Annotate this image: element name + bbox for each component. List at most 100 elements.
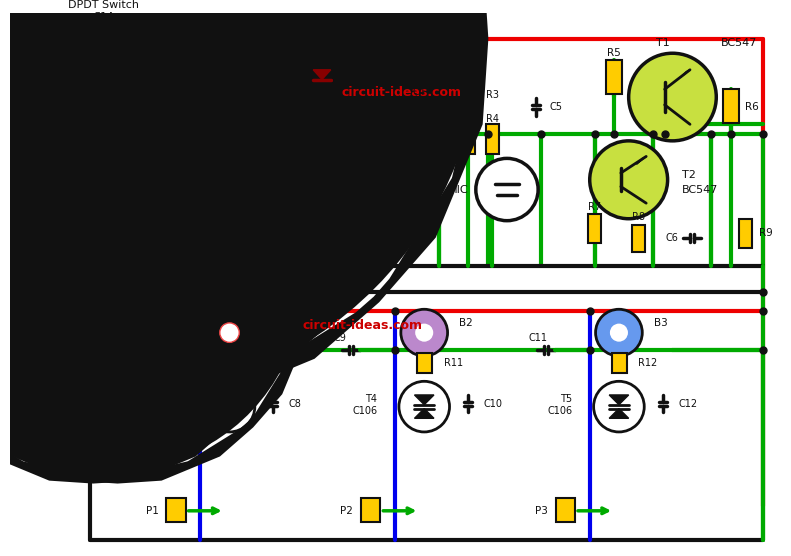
Text: C5: C5	[550, 102, 563, 112]
Text: Fuse 2: Fuse 2	[220, 105, 253, 115]
Polygon shape	[220, 395, 239, 405]
Text: C12: C12	[679, 399, 698, 409]
Text: R6: R6	[745, 102, 759, 112]
Text: DPDT Switch: DPDT Switch	[69, 0, 139, 9]
Circle shape	[414, 323, 434, 342]
Text: R8: R8	[632, 212, 645, 222]
Circle shape	[476, 158, 538, 221]
Text: AC: AC	[18, 87, 33, 97]
Text: T1: T1	[656, 38, 670, 48]
Text: T4: T4	[365, 394, 377, 404]
Text: B2: B2	[460, 318, 473, 328]
Bar	[631, 225, 645, 252]
Text: D1: D1	[293, 70, 308, 80]
Text: R2: R2	[461, 115, 475, 125]
Text: MIC: MIC	[448, 185, 468, 195]
Circle shape	[206, 309, 253, 356]
Text: R10: R10	[249, 358, 268, 368]
Bar	[461, 125, 475, 153]
Circle shape	[87, 34, 95, 42]
Text: C9: C9	[334, 334, 346, 344]
Text: C106: C106	[547, 406, 572, 416]
Text: C2: C2	[245, 116, 259, 126]
Text: C1: C1	[130, 175, 144, 185]
Bar	[186, 100, 215, 120]
Circle shape	[25, 32, 39, 46]
Bar	[166, 498, 186, 523]
Bar	[555, 498, 575, 523]
Text: C106: C106	[157, 406, 183, 416]
Text: D2: D2	[274, 116, 289, 126]
Text: C7: C7	[139, 334, 152, 344]
Circle shape	[629, 53, 717, 141]
Circle shape	[112, 34, 119, 42]
Polygon shape	[274, 70, 292, 80]
Bar	[361, 498, 380, 523]
Circle shape	[596, 309, 642, 356]
Text: R12: R12	[638, 358, 657, 368]
Bar	[723, 90, 739, 123]
Text: R1: R1	[223, 155, 237, 165]
Circle shape	[89, 288, 97, 296]
Text: P3: P3	[535, 506, 548, 516]
Bar	[418, 353, 432, 373]
Polygon shape	[637, 156, 646, 164]
Bar	[588, 214, 601, 243]
Circle shape	[204, 381, 255, 432]
Text: P1: P1	[146, 506, 158, 516]
Bar	[186, 61, 215, 81]
Bar	[739, 219, 752, 248]
Circle shape	[25, 309, 39, 323]
Bar	[223, 353, 237, 373]
Circle shape	[590, 141, 668, 219]
Circle shape	[399, 381, 449, 432]
Text: C6: C6	[665, 233, 679, 243]
Text: C8: C8	[289, 399, 302, 409]
Polygon shape	[220, 409, 239, 418]
Text: circuit-ideas.com: circuit-ideas.com	[342, 86, 461, 98]
Polygon shape	[414, 409, 434, 418]
Text: circuit-ideas.com: circuit-ideas.com	[302, 319, 422, 332]
Text: Fuse 1: Fuse 1	[220, 53, 253, 63]
Text: S1A: S1A	[93, 12, 115, 22]
Circle shape	[114, 288, 122, 296]
Text: R5: R5	[607, 48, 621, 58]
Text: R11: R11	[444, 358, 463, 368]
Text: T3: T3	[171, 394, 183, 404]
Polygon shape	[313, 70, 331, 80]
Bar	[612, 353, 626, 373]
Text: BC547: BC547	[682, 185, 718, 195]
Text: C10: C10	[483, 399, 502, 409]
Polygon shape	[414, 395, 434, 405]
Circle shape	[401, 309, 448, 356]
Text: 220V: 220V	[18, 73, 47, 83]
Text: D3: D3	[332, 75, 346, 85]
Circle shape	[593, 381, 644, 432]
Bar	[606, 60, 622, 94]
Text: L1 Coil: L1 Coil	[186, 302, 221, 312]
Text: T5: T5	[560, 394, 572, 404]
Circle shape	[609, 323, 629, 342]
Text: R7: R7	[588, 202, 601, 212]
Text: C11: C11	[528, 334, 547, 344]
Text: C4: C4	[412, 87, 426, 97]
Text: P2: P2	[340, 506, 353, 516]
Polygon shape	[272, 125, 290, 143]
Polygon shape	[680, 70, 690, 78]
Text: R9: R9	[759, 229, 773, 239]
Text: R4: R4	[486, 115, 499, 125]
Text: C3: C3	[412, 116, 426, 126]
Text: B3: B3	[654, 318, 668, 328]
Text: BC547: BC547	[721, 38, 758, 48]
Bar	[486, 125, 499, 153]
Text: B1: B1	[264, 318, 278, 328]
Bar	[461, 81, 475, 110]
Text: S1B: S1B	[80, 302, 100, 312]
Text: T2: T2	[682, 170, 696, 180]
Polygon shape	[609, 409, 629, 418]
Text: C106: C106	[352, 406, 377, 416]
Text: R3: R3	[486, 90, 498, 100]
Bar	[199, 147, 212, 174]
Polygon shape	[609, 395, 629, 405]
Circle shape	[220, 323, 239, 342]
